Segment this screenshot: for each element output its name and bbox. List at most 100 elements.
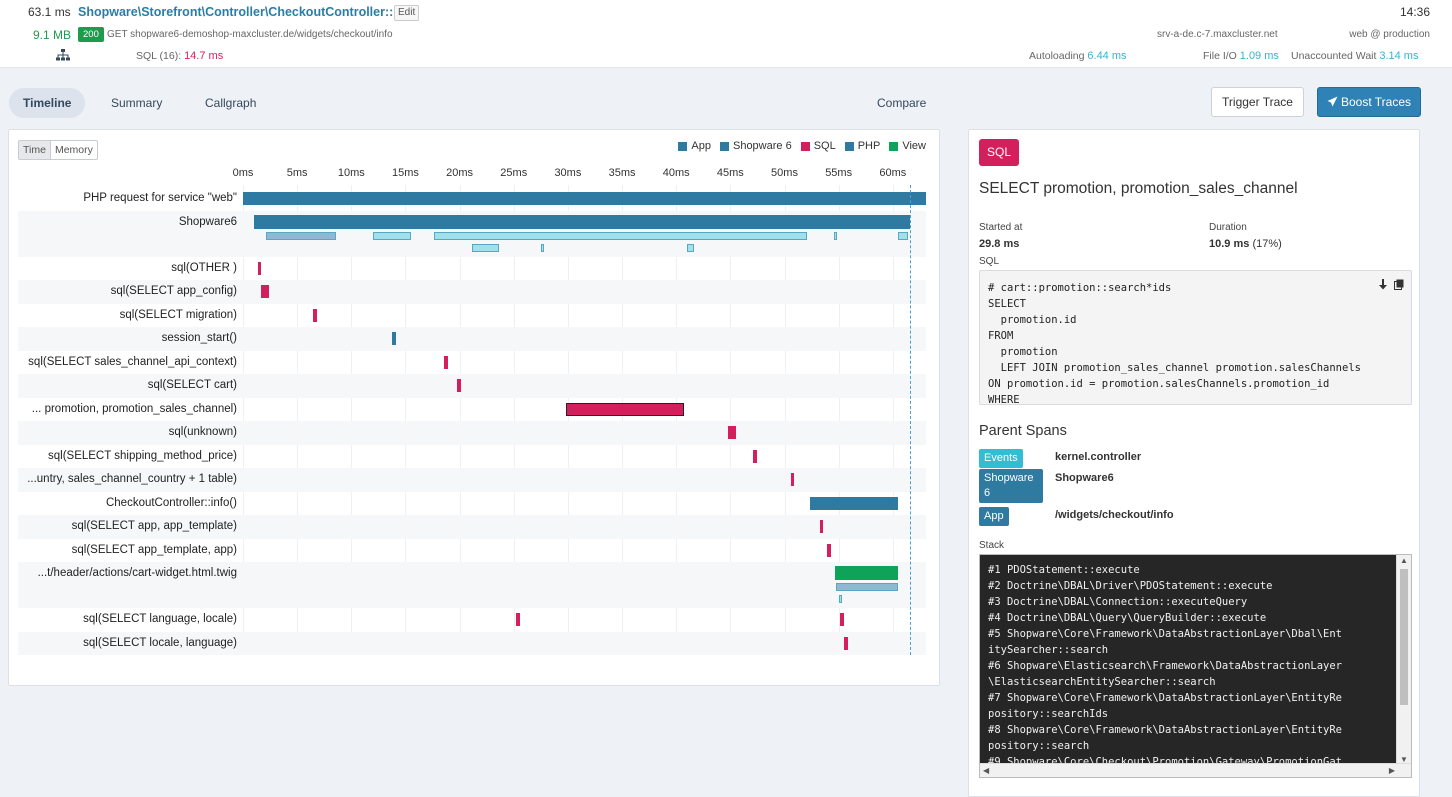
stack-vertical-scrollbar[interactable]: ▲ ▼ xyxy=(1396,555,1411,765)
parent-span-value-shopware[interactable]: Shopware6 xyxy=(1055,472,1114,484)
span-row-label[interactable]: sql(SELECT app_config) xyxy=(110,285,237,297)
span-bar[interactable] xyxy=(844,636,849,650)
span-bar[interactable] xyxy=(835,566,899,580)
toggle-memory[interactable]: Memory xyxy=(49,141,97,159)
memory-value: 9.1 MB xyxy=(33,28,72,42)
span-bar[interactable] xyxy=(836,583,899,591)
gridline xyxy=(676,185,678,655)
span-bar[interactable] xyxy=(243,192,927,205)
span-bar[interactable] xyxy=(898,231,908,240)
span-bar[interactable] xyxy=(261,285,269,298)
span-bar[interactable] xyxy=(444,355,448,369)
span-bar[interactable] xyxy=(826,543,832,557)
gridline xyxy=(459,185,461,655)
axis-tick-label: 25ms xyxy=(500,167,528,179)
tab-timeline[interactable]: Timeline xyxy=(9,88,86,118)
tab-callgraph[interactable]: Callgraph xyxy=(205,96,257,110)
span-row-label[interactable]: sql(SELECT migration) xyxy=(119,308,237,321)
scroll-left-icon[interactable]: ◀ xyxy=(983,766,990,775)
autoloading-value: 6.44 ms xyxy=(1087,50,1127,62)
paper-plane-icon xyxy=(1327,96,1338,107)
span-bar[interactable] xyxy=(838,595,842,603)
scroll-up-icon[interactable]: ▲ xyxy=(1400,556,1408,565)
axis-tick-label: 50ms xyxy=(771,167,798,179)
host-name: srv-a-de.c-7.maxcluster.net xyxy=(1157,29,1278,40)
trigger-trace-button[interactable]: Trigger Trace xyxy=(1211,87,1304,117)
span-bar[interactable] xyxy=(457,379,461,392)
duration-label: Duration xyxy=(1209,222,1247,233)
environment-label: web @ production xyxy=(1349,29,1430,40)
stack-scroll-thumb[interactable] xyxy=(1400,569,1408,705)
toggle-time[interactable]: Time xyxy=(19,141,50,159)
span-bar[interactable] xyxy=(540,243,545,252)
edit-button[interactable]: Edit xyxy=(394,5,420,21)
axis-tick-label: 40ms xyxy=(662,167,690,179)
span-row-label[interactable]: ...untry, sales_channel_country + 1 tabl… xyxy=(27,473,237,485)
tab-summary[interactable]: Summary xyxy=(111,96,163,110)
span-row-label[interactable]: sql(SELECT locale, language) xyxy=(83,636,237,649)
hierarchy-icon[interactable] xyxy=(56,49,70,61)
stack-trace-box[interactable]: #1 PDOStatement::execute #2 Doctrine\DBA… xyxy=(979,554,1412,778)
span-bar[interactable] xyxy=(313,308,317,322)
sql-code-box[interactable]: # cart::promotion::search*ids SELECT pro… xyxy=(979,270,1412,405)
row-stripe xyxy=(18,327,926,351)
gridline xyxy=(892,185,894,655)
span-bar[interactable] xyxy=(728,426,736,439)
row-stripe xyxy=(18,515,926,539)
span-bar[interactable] xyxy=(515,613,521,626)
span-bar[interactable] xyxy=(372,231,411,240)
span-bar[interactable] xyxy=(810,496,899,510)
timeline-legend: App Shopware 6 SQL PHP View xyxy=(678,140,926,152)
span-row-label[interactable]: sql(SELECT sales_channel_api_context) xyxy=(28,355,237,368)
span-bar[interactable] xyxy=(839,613,845,626)
span-row-label[interactable]: Shopware6 xyxy=(178,215,237,228)
row-stripe xyxy=(18,421,926,445)
compare-link[interactable]: Compare xyxy=(877,96,927,110)
span-bar[interactable] xyxy=(265,231,337,240)
span-bar[interactable] xyxy=(392,332,396,345)
span-bar[interactable] xyxy=(790,473,795,486)
axis-tick-label: 15ms xyxy=(391,167,419,179)
legend-swatch xyxy=(678,141,688,151)
legend-swatch xyxy=(719,141,729,151)
controller-title-link[interactable]: Shopware\Storefront\Controller\CheckoutC… xyxy=(78,5,417,19)
scroll-right-icon[interactable]: ▶ xyxy=(1388,766,1395,775)
stack-label: Stack xyxy=(979,540,1005,551)
legend-label: View xyxy=(902,140,926,152)
span-row-label[interactable]: sql(SELECT app_template, app) xyxy=(71,543,237,556)
span-row-label[interactable]: sql(SELECT app, app_template) xyxy=(71,520,237,532)
span-bar[interactable] xyxy=(820,520,824,533)
autoloading-stat: Autoloading 6.44 ms xyxy=(1029,50,1127,62)
boost-traces-button[interactable]: Boost Traces xyxy=(1317,87,1421,117)
parent-span-value-events[interactable]: kernel.controller xyxy=(1055,451,1142,463)
legend-label: Shopware 6 xyxy=(732,140,792,152)
span-bar[interactable] xyxy=(753,449,758,463)
parent-span-value-app[interactable]: /widgets/checkout/info xyxy=(1055,509,1174,521)
span-row-label[interactable]: sql(SELECT language, locale) xyxy=(83,613,237,625)
legend-item-3: PHP xyxy=(844,140,880,152)
span-row-label[interactable]: session_start() xyxy=(161,332,237,344)
span-row-label[interactable]: ... promotion, promotion_sales_channel) xyxy=(31,402,237,415)
span-bar[interactable] xyxy=(834,231,838,240)
span-bar[interactable] xyxy=(471,243,499,252)
stack-horizontal-scrollbar[interactable]: ◀ ▶ xyxy=(980,763,1411,777)
span-bar[interactable] xyxy=(687,243,694,252)
row-stripe xyxy=(18,374,926,398)
autoloading-label: Autoloading xyxy=(1029,50,1085,62)
fileio-stat: File I/O 1.09 ms xyxy=(1203,50,1279,62)
span-row-label[interactable]: sql(OTHER ) xyxy=(171,261,237,274)
span-row-label[interactable]: sql(unknown) xyxy=(168,426,237,438)
span-row-label[interactable]: sql(SELECT shipping_method_price) xyxy=(48,449,237,462)
span-row-label[interactable]: PHP request for service "web" xyxy=(83,192,237,204)
download-icon[interactable] xyxy=(1378,279,1388,290)
span-row-label[interactable]: sql(SELECT cart) xyxy=(147,379,237,391)
scroll-down-icon[interactable]: ▼ xyxy=(1400,755,1408,764)
span-bar[interactable] xyxy=(433,231,808,240)
span-bar[interactable] xyxy=(253,214,911,229)
copy-icon[interactable] xyxy=(1394,279,1404,290)
span-row-label[interactable]: ...t/header/actions/cart-widget.html.twi… xyxy=(37,567,237,579)
span-row-label[interactable]: CheckoutController::info() xyxy=(105,496,237,509)
span-bar[interactable] xyxy=(565,402,684,416)
span-bar[interactable] xyxy=(258,261,262,275)
legend-item-4: View xyxy=(889,140,926,152)
